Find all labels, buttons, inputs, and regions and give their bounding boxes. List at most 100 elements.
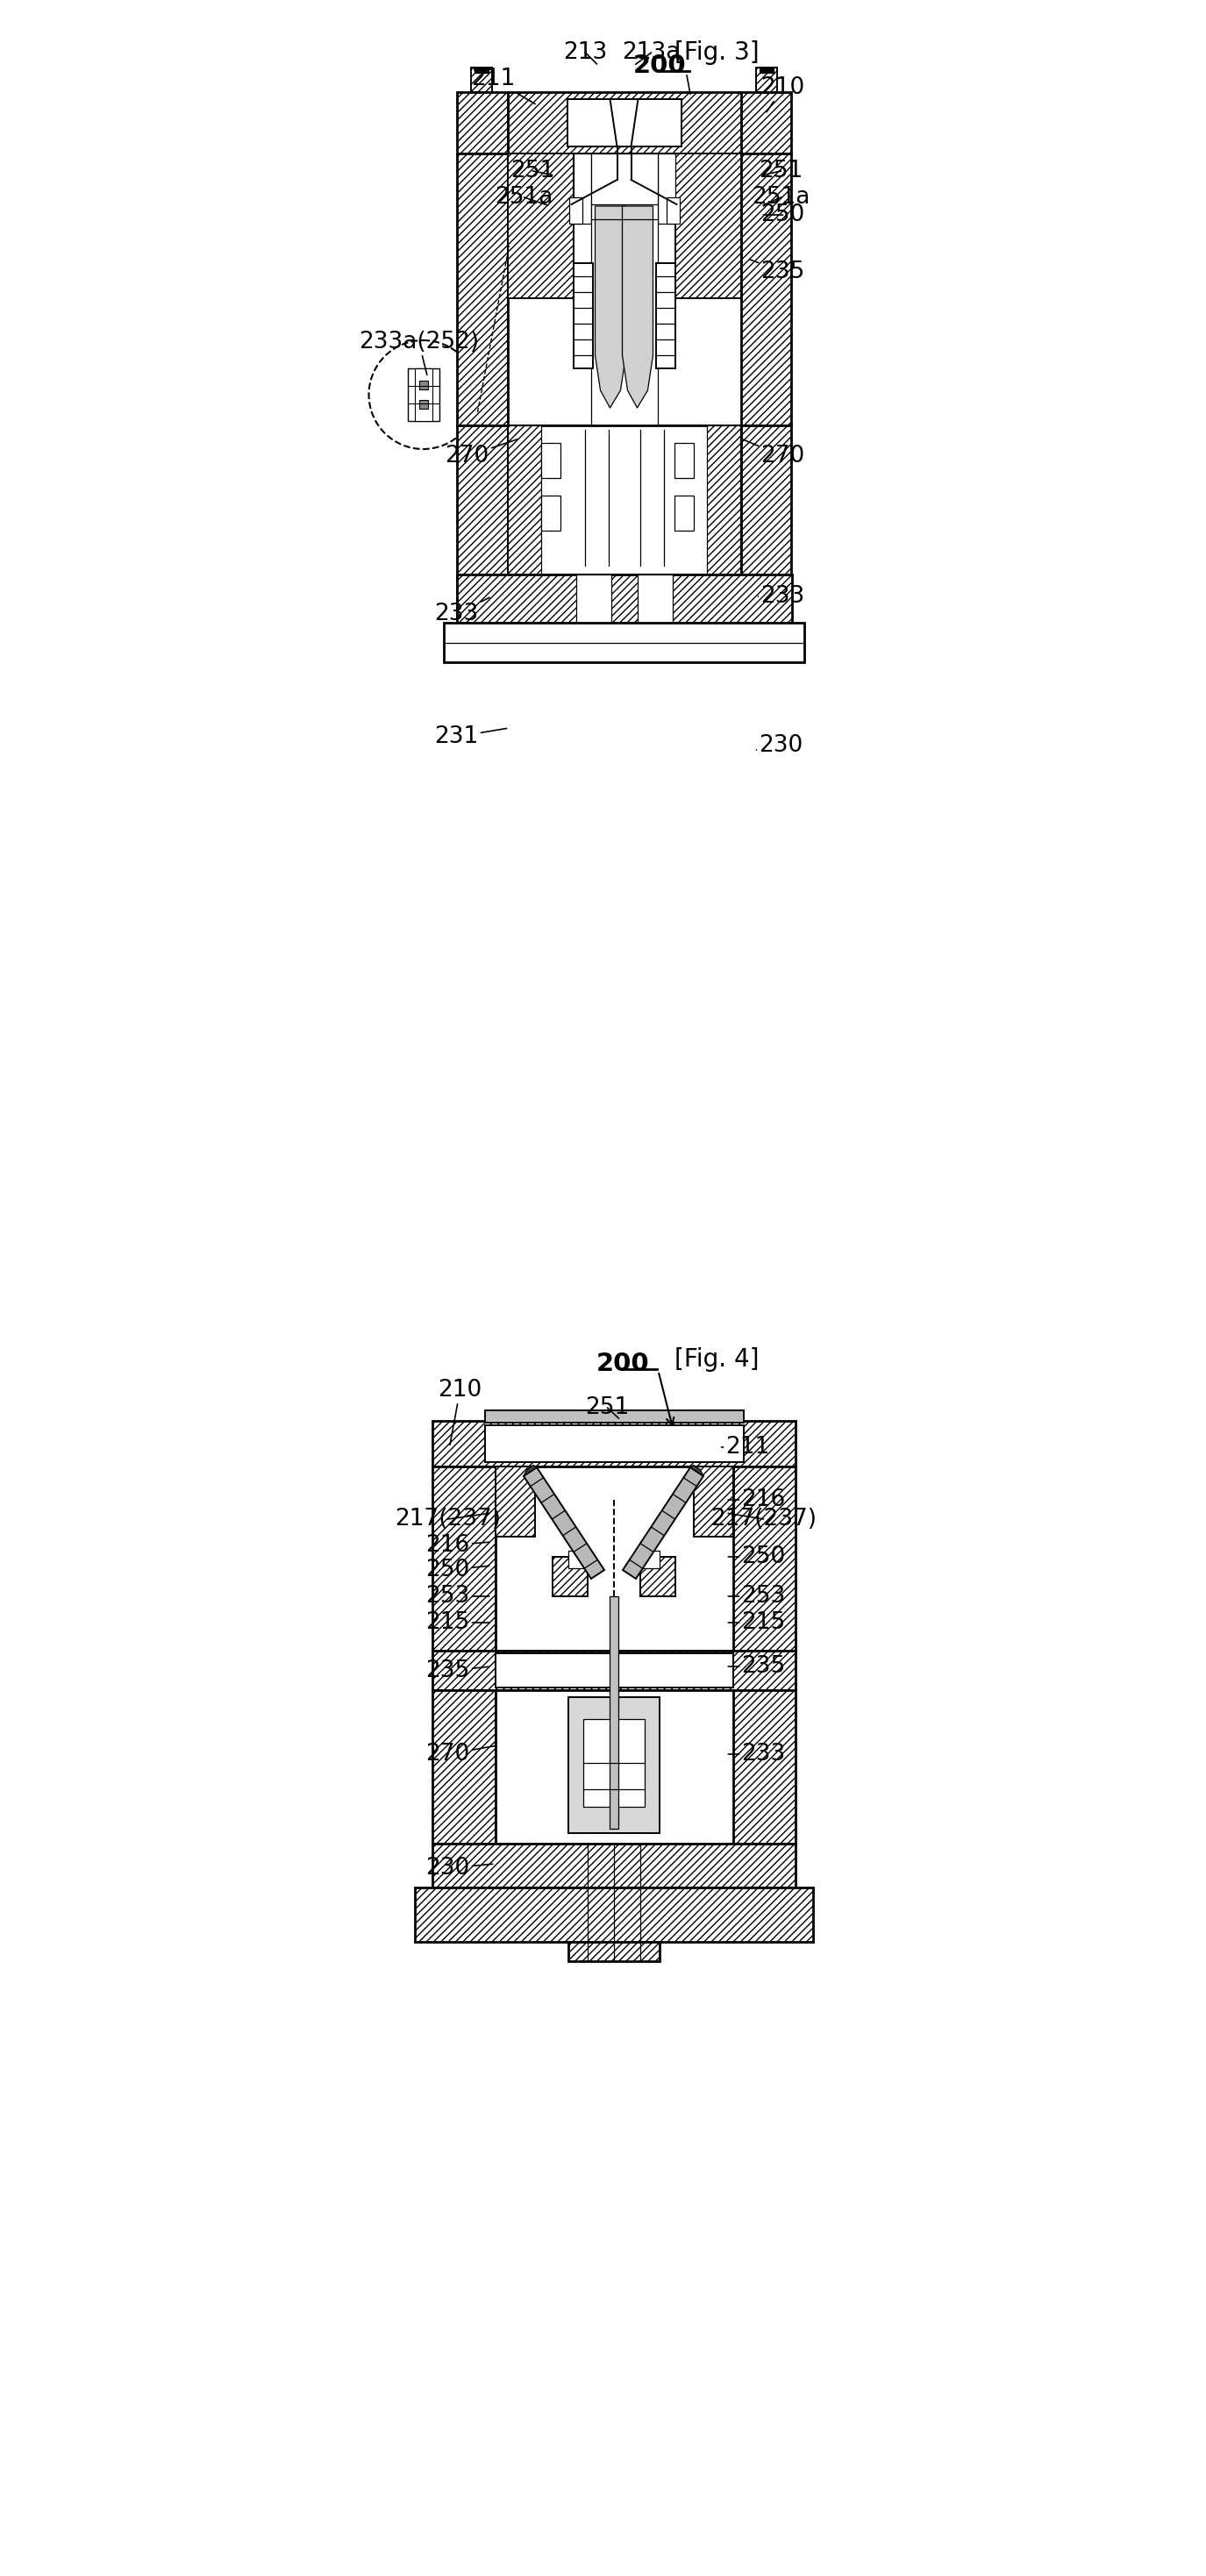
Bar — [485, 1409, 743, 1422]
Bar — [609, 1597, 617, 1829]
Polygon shape — [523, 1466, 537, 1476]
Bar — [496, 1654, 733, 1687]
Bar — [415, 368, 432, 420]
Text: 251: 251 — [585, 1396, 630, 1419]
Text: 253: 253 — [426, 1584, 490, 1607]
Bar — [666, 198, 679, 224]
Bar — [508, 93, 740, 155]
Text: 217(237): 217(237) — [394, 1507, 500, 1530]
Text: 230: 230 — [756, 734, 803, 757]
Bar — [733, 1466, 796, 1651]
Text: 270: 270 — [743, 440, 804, 466]
Bar — [567, 98, 681, 147]
Bar — [573, 155, 591, 224]
Text: 213: 213 — [563, 41, 608, 64]
Bar — [568, 1551, 590, 1569]
Text: 235: 235 — [426, 1659, 490, 1682]
Bar — [496, 1466, 733, 1651]
Text: 233: 233 — [728, 1744, 785, 1765]
Bar — [457, 425, 508, 618]
Bar — [415, 1888, 814, 1942]
Text: 251: 251 — [759, 160, 803, 183]
Text: 213a: 213a — [622, 41, 680, 64]
Text: 215: 215 — [426, 1610, 490, 1633]
Bar — [508, 155, 740, 425]
Text: [Fig. 3]: [Fig. 3] — [674, 41, 760, 64]
Bar — [540, 495, 560, 531]
Text: 270: 270 — [445, 440, 517, 466]
Bar — [444, 623, 804, 662]
Polygon shape — [523, 1468, 604, 1579]
Bar — [496, 1466, 534, 1538]
Bar — [582, 1718, 644, 1806]
Bar — [418, 399, 428, 410]
Bar — [740, 425, 791, 618]
Bar — [637, 1551, 660, 1569]
Text: 251a: 251a — [751, 185, 810, 209]
Polygon shape — [622, 206, 652, 407]
Bar — [508, 155, 573, 299]
Text: 250: 250 — [761, 204, 804, 227]
Bar — [457, 93, 508, 155]
Bar — [485, 1425, 743, 1463]
Bar — [474, 67, 488, 72]
Text: 233: 233 — [434, 598, 490, 626]
Text: 210: 210 — [761, 77, 804, 111]
Bar — [656, 263, 675, 368]
Bar — [657, 155, 675, 224]
Bar — [432, 1651, 796, 1690]
Text: 215: 215 — [728, 1610, 785, 1633]
Bar — [496, 1690, 733, 1844]
Text: 233a(252): 233a(252) — [358, 330, 479, 374]
Bar — [470, 67, 492, 93]
Text: 250: 250 — [728, 1546, 785, 1569]
Bar — [740, 93, 791, 155]
Text: 200: 200 — [597, 1352, 650, 1376]
Text: 250: 250 — [426, 1558, 490, 1582]
Text: 216: 216 — [426, 1535, 490, 1556]
Text: 251a: 251a — [494, 185, 554, 209]
Bar — [675, 155, 740, 299]
Bar — [457, 574, 791, 623]
Text: 210: 210 — [438, 1378, 482, 1445]
Bar — [756, 67, 778, 93]
Bar — [568, 1698, 660, 1834]
Bar — [569, 198, 582, 224]
Bar — [708, 425, 740, 574]
Text: 251: 251 — [511, 160, 555, 183]
Bar — [408, 368, 439, 420]
Bar — [575, 574, 611, 623]
Bar — [552, 1556, 587, 1597]
Bar — [432, 1466, 496, 1651]
Text: [Fig. 4]: [Fig. 4] — [674, 1347, 760, 1373]
Text: 211: 211 — [721, 1435, 769, 1458]
Bar — [508, 425, 740, 574]
Bar — [573, 263, 592, 368]
Text: 231: 231 — [434, 726, 507, 747]
Text: 216: 216 — [728, 1489, 785, 1512]
Text: 270: 270 — [426, 1744, 496, 1765]
Text: 230: 230 — [426, 1857, 493, 1880]
Text: 217(237): 217(237) — [710, 1507, 816, 1530]
Text: 211: 211 — [472, 67, 535, 103]
Text: 235: 235 — [750, 260, 804, 283]
Bar — [540, 443, 560, 479]
Bar — [568, 1942, 660, 1960]
Bar — [591, 155, 657, 425]
Bar — [674, 495, 693, 531]
Bar — [637, 574, 672, 623]
Text: 235: 235 — [728, 1654, 785, 1677]
Polygon shape — [622, 1468, 703, 1579]
Bar — [432, 1690, 496, 1844]
Text: 200: 200 — [633, 54, 686, 77]
Bar — [640, 1556, 675, 1597]
Bar — [508, 425, 540, 574]
Bar — [418, 381, 428, 389]
Bar — [432, 1844, 796, 1888]
Polygon shape — [595, 206, 626, 407]
Text: 233: 233 — [759, 585, 804, 608]
Bar — [740, 155, 791, 425]
Bar — [674, 443, 693, 479]
Bar — [432, 1422, 796, 1466]
Bar — [457, 155, 508, 425]
